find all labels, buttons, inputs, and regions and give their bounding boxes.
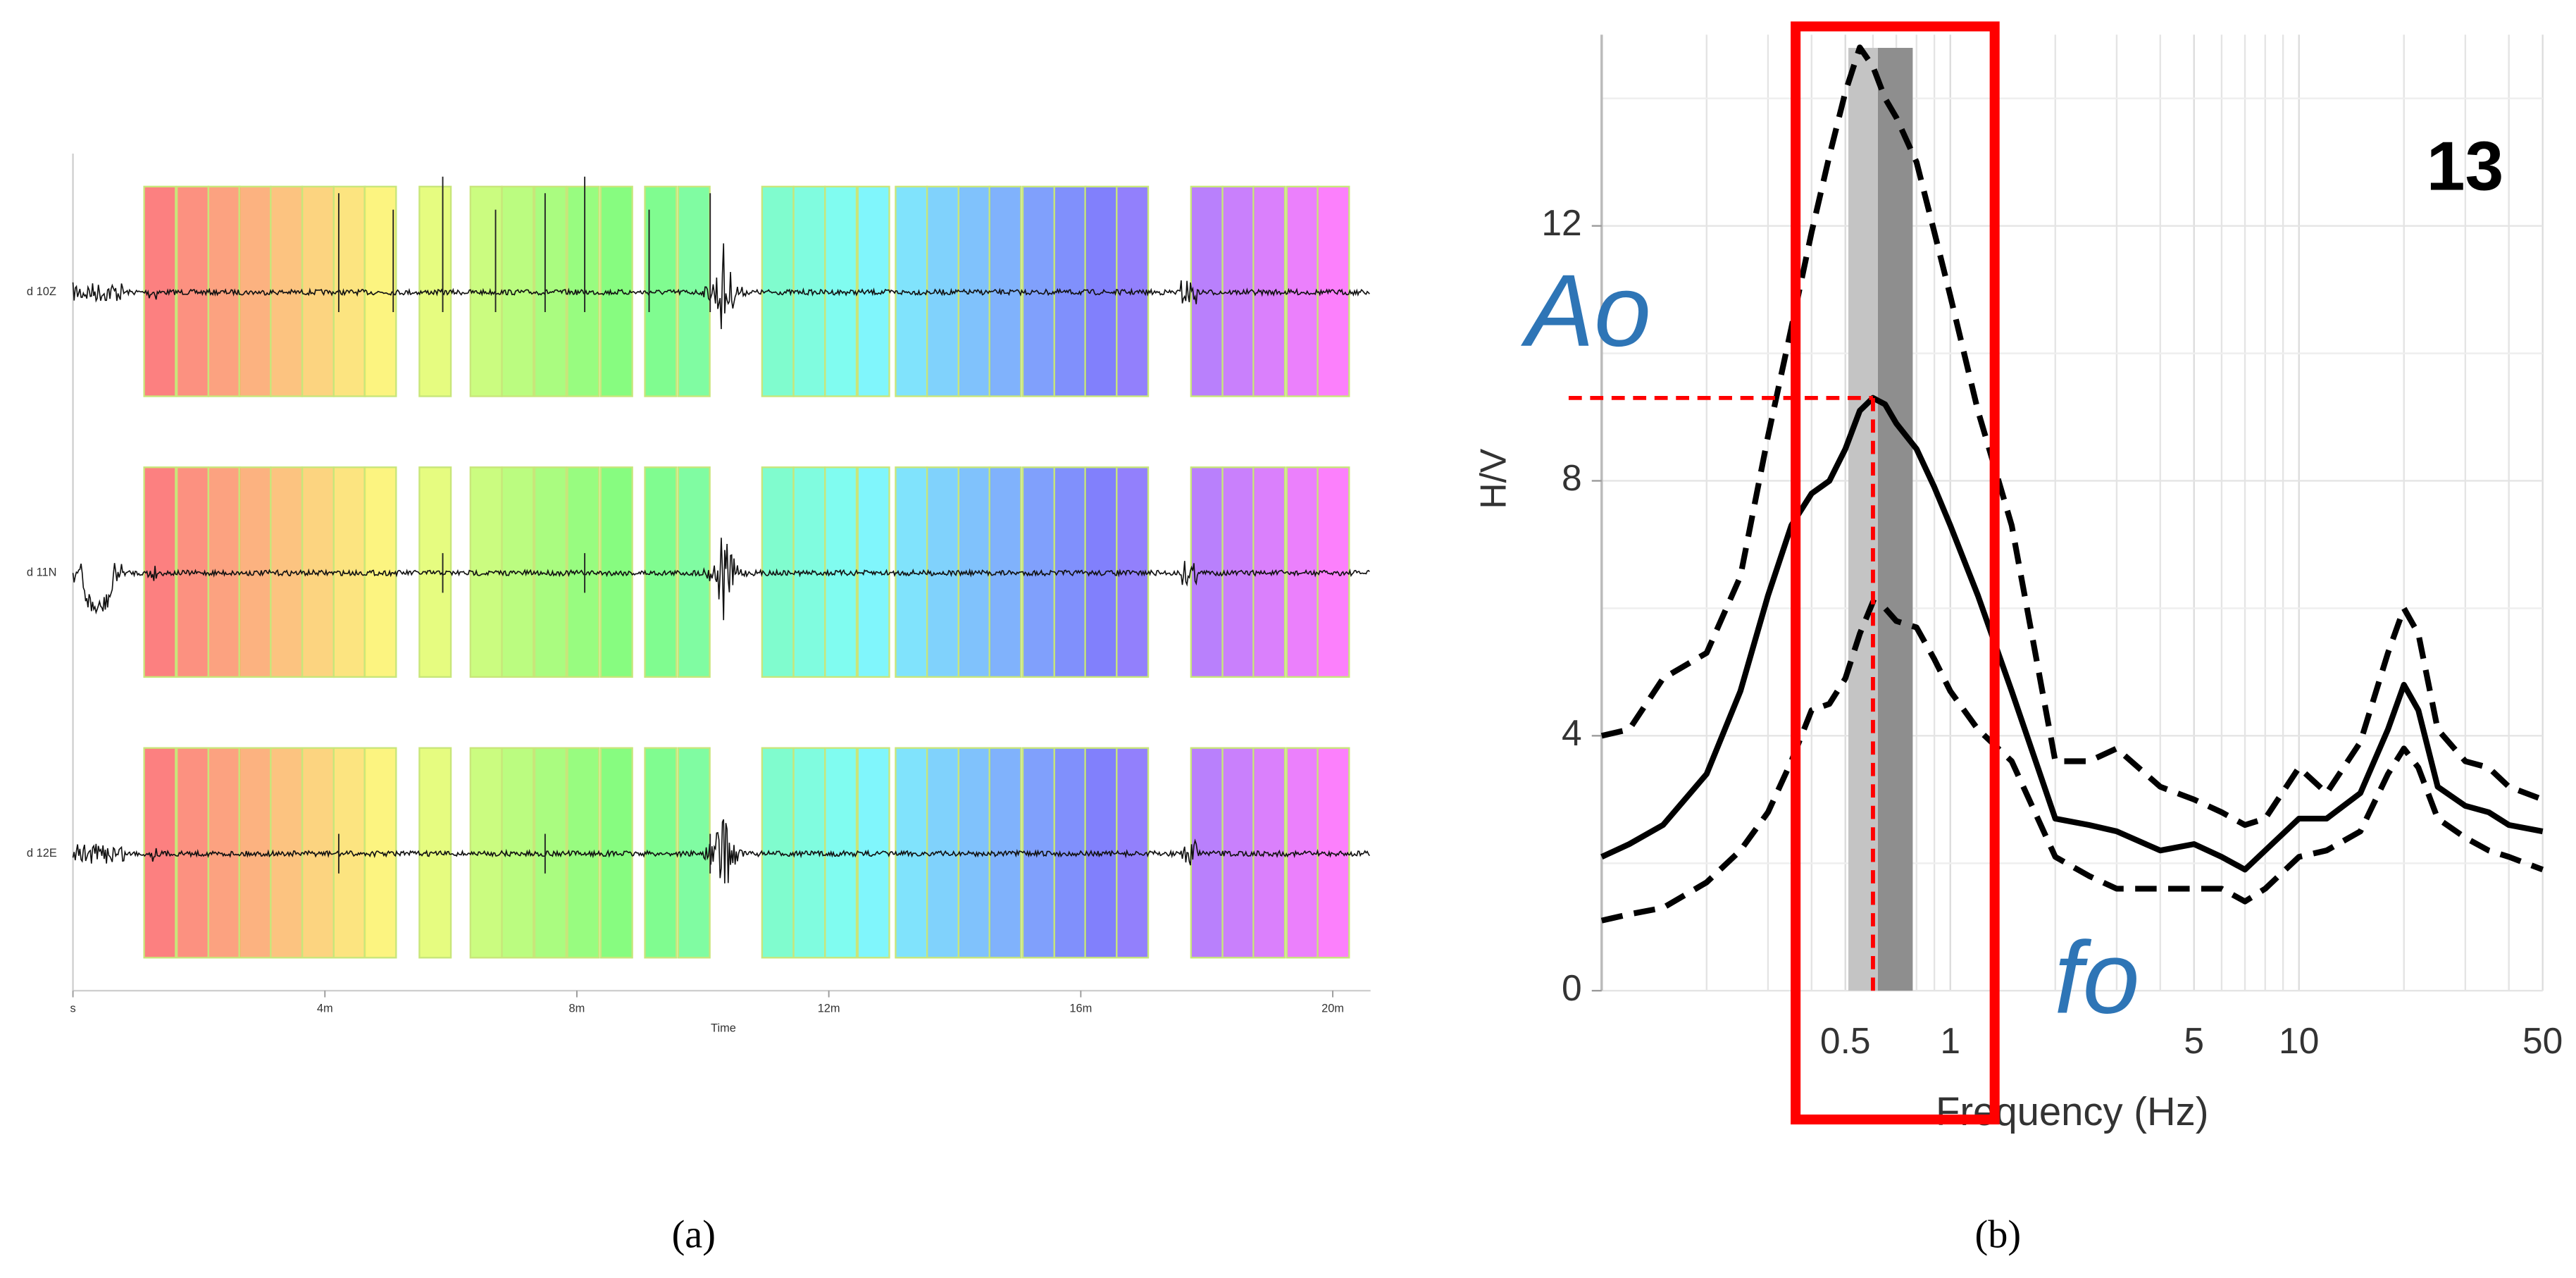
annotation: Ao (1520, 253, 1651, 368)
x-tick-label: 4m (317, 1002, 333, 1015)
window (857, 747, 890, 959)
y-tick-label: 0 (1562, 967, 1582, 1008)
window (1116, 747, 1150, 959)
y-tick-label: 4 (1562, 712, 1582, 753)
x-axis-label: Time (711, 1022, 736, 1034)
x-tick-label: 20m (1321, 1002, 1344, 1015)
x-tick-label: 5 (2184, 1020, 2204, 1061)
x-tick-label: 8m (569, 1002, 585, 1015)
annotation: 13 (2427, 128, 2503, 205)
window (895, 466, 928, 678)
highlight-box (1791, 21, 2000, 1125)
window (501, 185, 535, 397)
window (363, 466, 397, 678)
window (988, 466, 1022, 678)
channel-label: d 10Z (27, 285, 56, 298)
caption: (a) (672, 1213, 716, 1257)
window (1021, 466, 1055, 678)
window (988, 747, 1022, 959)
x-axis-label: Frequency (Hz) (1936, 1089, 2208, 1134)
hv-curve (1600, 44, 2544, 829)
window (988, 185, 1022, 397)
y-tick-label: 8 (1562, 457, 1582, 498)
window (1190, 185, 1224, 397)
window (469, 747, 503, 959)
trace (72, 819, 1370, 883)
x-tick-label: 16m (1069, 1002, 1092, 1015)
window (238, 466, 272, 678)
window (1084, 185, 1118, 397)
window (1190, 466, 1224, 678)
x-tick-label: 0.5 (1820, 1020, 1871, 1061)
trace (72, 538, 1370, 621)
y-axis-label: H/V (1472, 448, 1513, 509)
x-tick-label: 50 (2522, 1020, 2563, 1061)
annotation: fo (2054, 920, 2139, 1035)
caption: (b) (1974, 1213, 2021, 1257)
window (895, 185, 928, 397)
x-tick-label: 12m (818, 1002, 840, 1015)
window (957, 747, 991, 959)
window (1084, 466, 1118, 678)
window (761, 747, 795, 959)
channel-label: d 12E (27, 847, 57, 860)
trace (72, 243, 1370, 330)
window (363, 185, 397, 397)
window (1317, 185, 1350, 397)
window (1021, 185, 1055, 397)
x-tick-label: 1 (1940, 1020, 1960, 1061)
channel-label: d 11N (27, 566, 57, 579)
fo-band (1878, 47, 1913, 991)
window (644, 466, 678, 678)
x-tick-label: s (70, 1002, 75, 1015)
y-tick-label: 12 (1541, 202, 1581, 243)
x-tick-label: 10 (2279, 1020, 2319, 1061)
